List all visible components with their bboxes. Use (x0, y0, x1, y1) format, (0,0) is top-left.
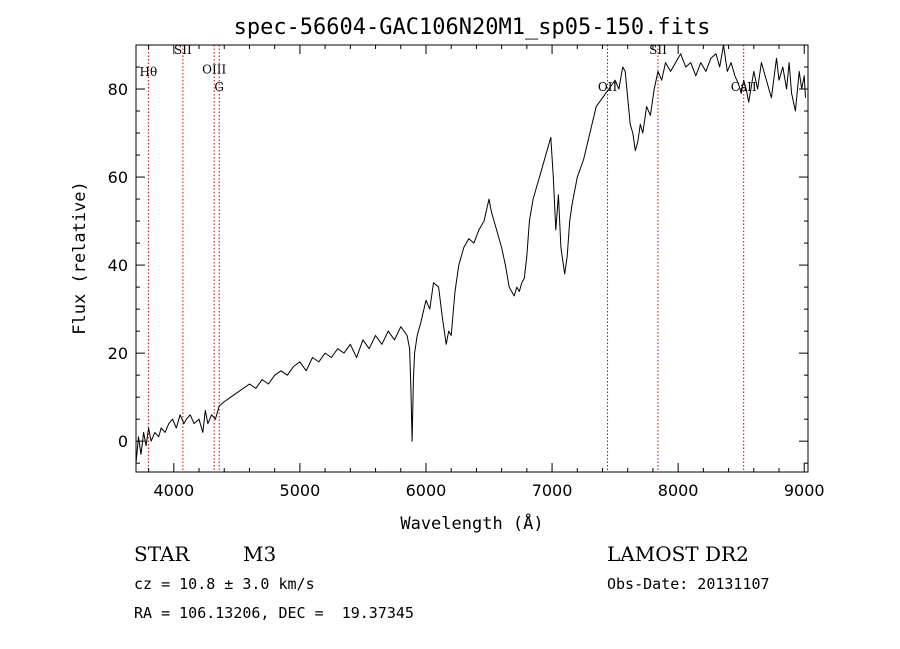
spectral-line-label: Hθ (140, 65, 158, 79)
x-tick-label: 4000 (153, 481, 194, 500)
spectrum-line (135, 44, 806, 464)
redshift-value: cz = 10.8 ± 3.0 km/s (134, 575, 315, 593)
y-tick-label: 80 (108, 80, 128, 99)
y-axis-label: Flux (relative) (70, 181, 90, 335)
y-tick-label: 60 (108, 168, 128, 187)
y-tick-label: 40 (108, 256, 128, 275)
spectral-line-label: G (214, 80, 224, 94)
axes-layer: 4000 5000 6000 7000 8000 9000 0 20 40 60 80 (108, 44, 825, 500)
object-subclass: M3 (243, 542, 277, 566)
object-type: STAR (134, 542, 190, 566)
x-tick-label: 5000 (280, 481, 321, 500)
spectral-line-label: OIII (202, 63, 226, 77)
spectral-line-label: OII (598, 80, 618, 94)
x-tick-label: 7000 (532, 481, 573, 500)
x-tick-label: 6000 (406, 481, 447, 500)
spectral-line-label: SII (649, 43, 667, 57)
spectral-line-label: SII (174, 43, 192, 57)
plot-frame (135, 44, 809, 473)
y-tick-label: 20 (108, 344, 128, 363)
chart-title: spec-56604-GAC106N20M1_sp05-150.fits (234, 15, 711, 40)
coordinates: RA = 106.13206, DEC = 19.37345 (134, 604, 414, 622)
data-layer (135, 44, 806, 464)
observation-date: Obs-Date: 20131107 (607, 575, 770, 593)
x-tick-label: 9000 (784, 481, 825, 500)
x-tick-label: 8000 (658, 481, 699, 500)
y-tick-label: 0 (118, 432, 128, 451)
x-axis-label: Wavelength (Å) (400, 512, 543, 534)
survey-name: LAMOST DR2 (607, 542, 749, 566)
